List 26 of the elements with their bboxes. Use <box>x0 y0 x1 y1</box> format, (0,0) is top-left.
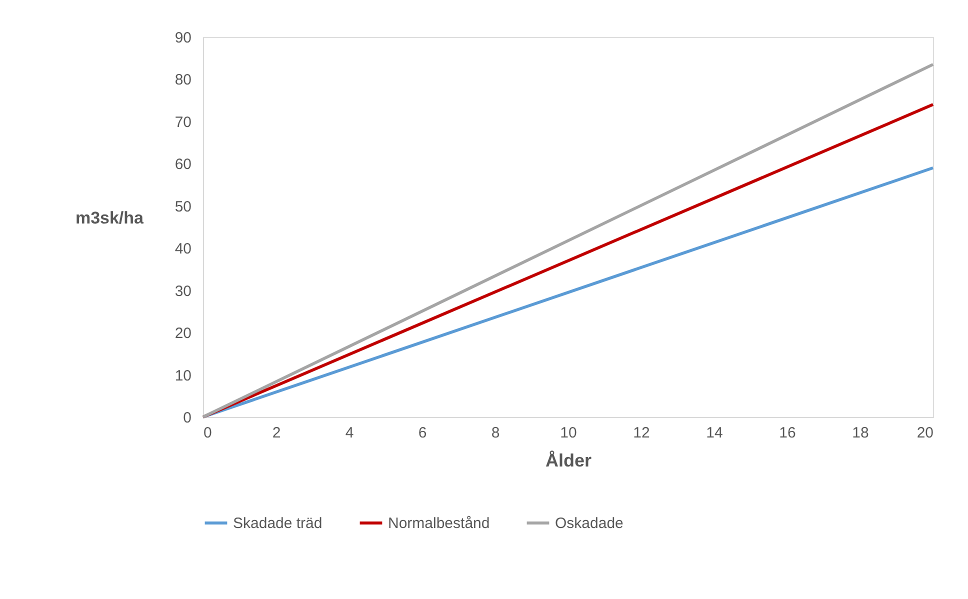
y-tick-label: 10 <box>174 367 192 384</box>
legend-label: Normalbestånd <box>388 515 490 532</box>
x-tick-label: 16 <box>779 424 796 442</box>
x-tick-label: 6 <box>418 424 427 442</box>
x-tick-label: 14 <box>706 424 723 442</box>
legend-label: Oskadade <box>555 515 624 532</box>
x-tick-label: 2 <box>272 424 281 442</box>
y-tick-label: 20 <box>174 325 192 342</box>
x-tick-label: 8 <box>491 424 500 442</box>
y-axis-title: m3sk/ha <box>75 208 144 228</box>
x-tick-label: 4 <box>345 424 354 442</box>
y-tick-label: 90 <box>174 30 192 46</box>
x-axis-title: Ålder <box>545 450 592 470</box>
y-tick-label: 30 <box>174 282 192 300</box>
y-tick-label: 0 <box>183 410 192 426</box>
y-tick-label: 40 <box>174 240 192 258</box>
y-tick-label: 50 <box>174 198 192 216</box>
legend-label: Skadade träd <box>233 515 322 532</box>
x-tick-label: 0 <box>204 424 212 442</box>
x-tick-label: 20 <box>916 424 934 442</box>
y-tick-label: 60 <box>174 156 192 174</box>
x-tick-label: 10 <box>560 424 577 442</box>
x-tick-label: 12 <box>633 424 650 442</box>
x-tick-label: 18 <box>852 424 869 442</box>
y-tick-label: 70 <box>174 114 192 131</box>
y-tick-label: 80 <box>174 72 192 89</box>
